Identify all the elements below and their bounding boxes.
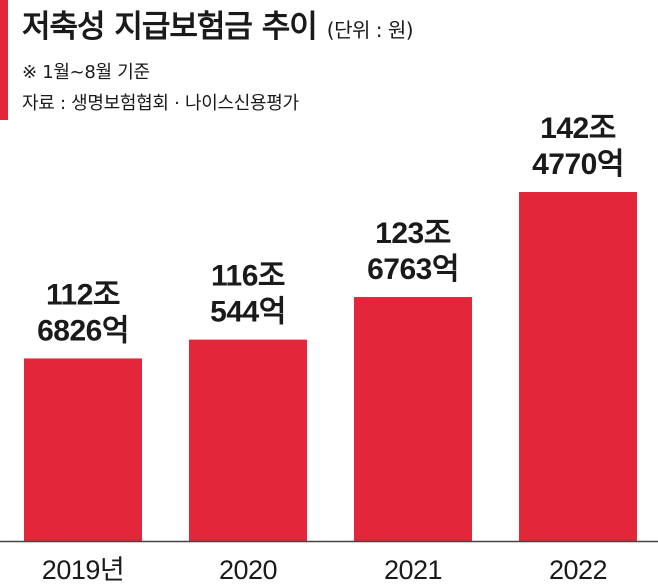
bar-value-label-0-0: 112조 (46, 278, 120, 311)
source-note: 자료 : 생명보험협회 · 나이스신용평가 (22, 93, 299, 114)
chart-header: 저축성 지급보험금 추이 (단위 : 원) ※ 1월~8월 기준 자료 : 생명보… (22, 2, 650, 119)
bar-2 (354, 297, 472, 541)
bar-value-label-1-1: 544억 (210, 296, 286, 329)
period-note: ※ 1월~8월 기준 (22, 62, 150, 83)
x-tick-label-0: 2019년 (42, 555, 124, 584)
bar-value-label-0-1: 6826억 (37, 314, 129, 347)
bar-0 (24, 358, 142, 541)
bar-value-label-2-1: 6763억 (367, 253, 459, 286)
bar-value-label-2-0: 123조 (375, 217, 451, 250)
unit-label: (단위 : 원) (326, 18, 414, 42)
bar-1 (189, 339, 307, 541)
bar-value-label-1-0: 116조 (211, 260, 285, 293)
bar-value-label-3-1: 4770억 (532, 148, 624, 181)
accent-bar (0, 0, 8, 120)
x-tick-label-1: 2020 (219, 555, 277, 584)
bar-3 (519, 192, 637, 541)
bar-value-label-3-0: 142조 (540, 112, 616, 145)
x-tick-label-3: 2022 (549, 555, 607, 584)
x-tick-label-2: 2021 (384, 555, 442, 584)
title-line: 저축성 지급보험금 추이 (단위 : 원) (22, 2, 650, 57)
chart-title: 저축성 지급보험금 추이 (22, 9, 318, 45)
